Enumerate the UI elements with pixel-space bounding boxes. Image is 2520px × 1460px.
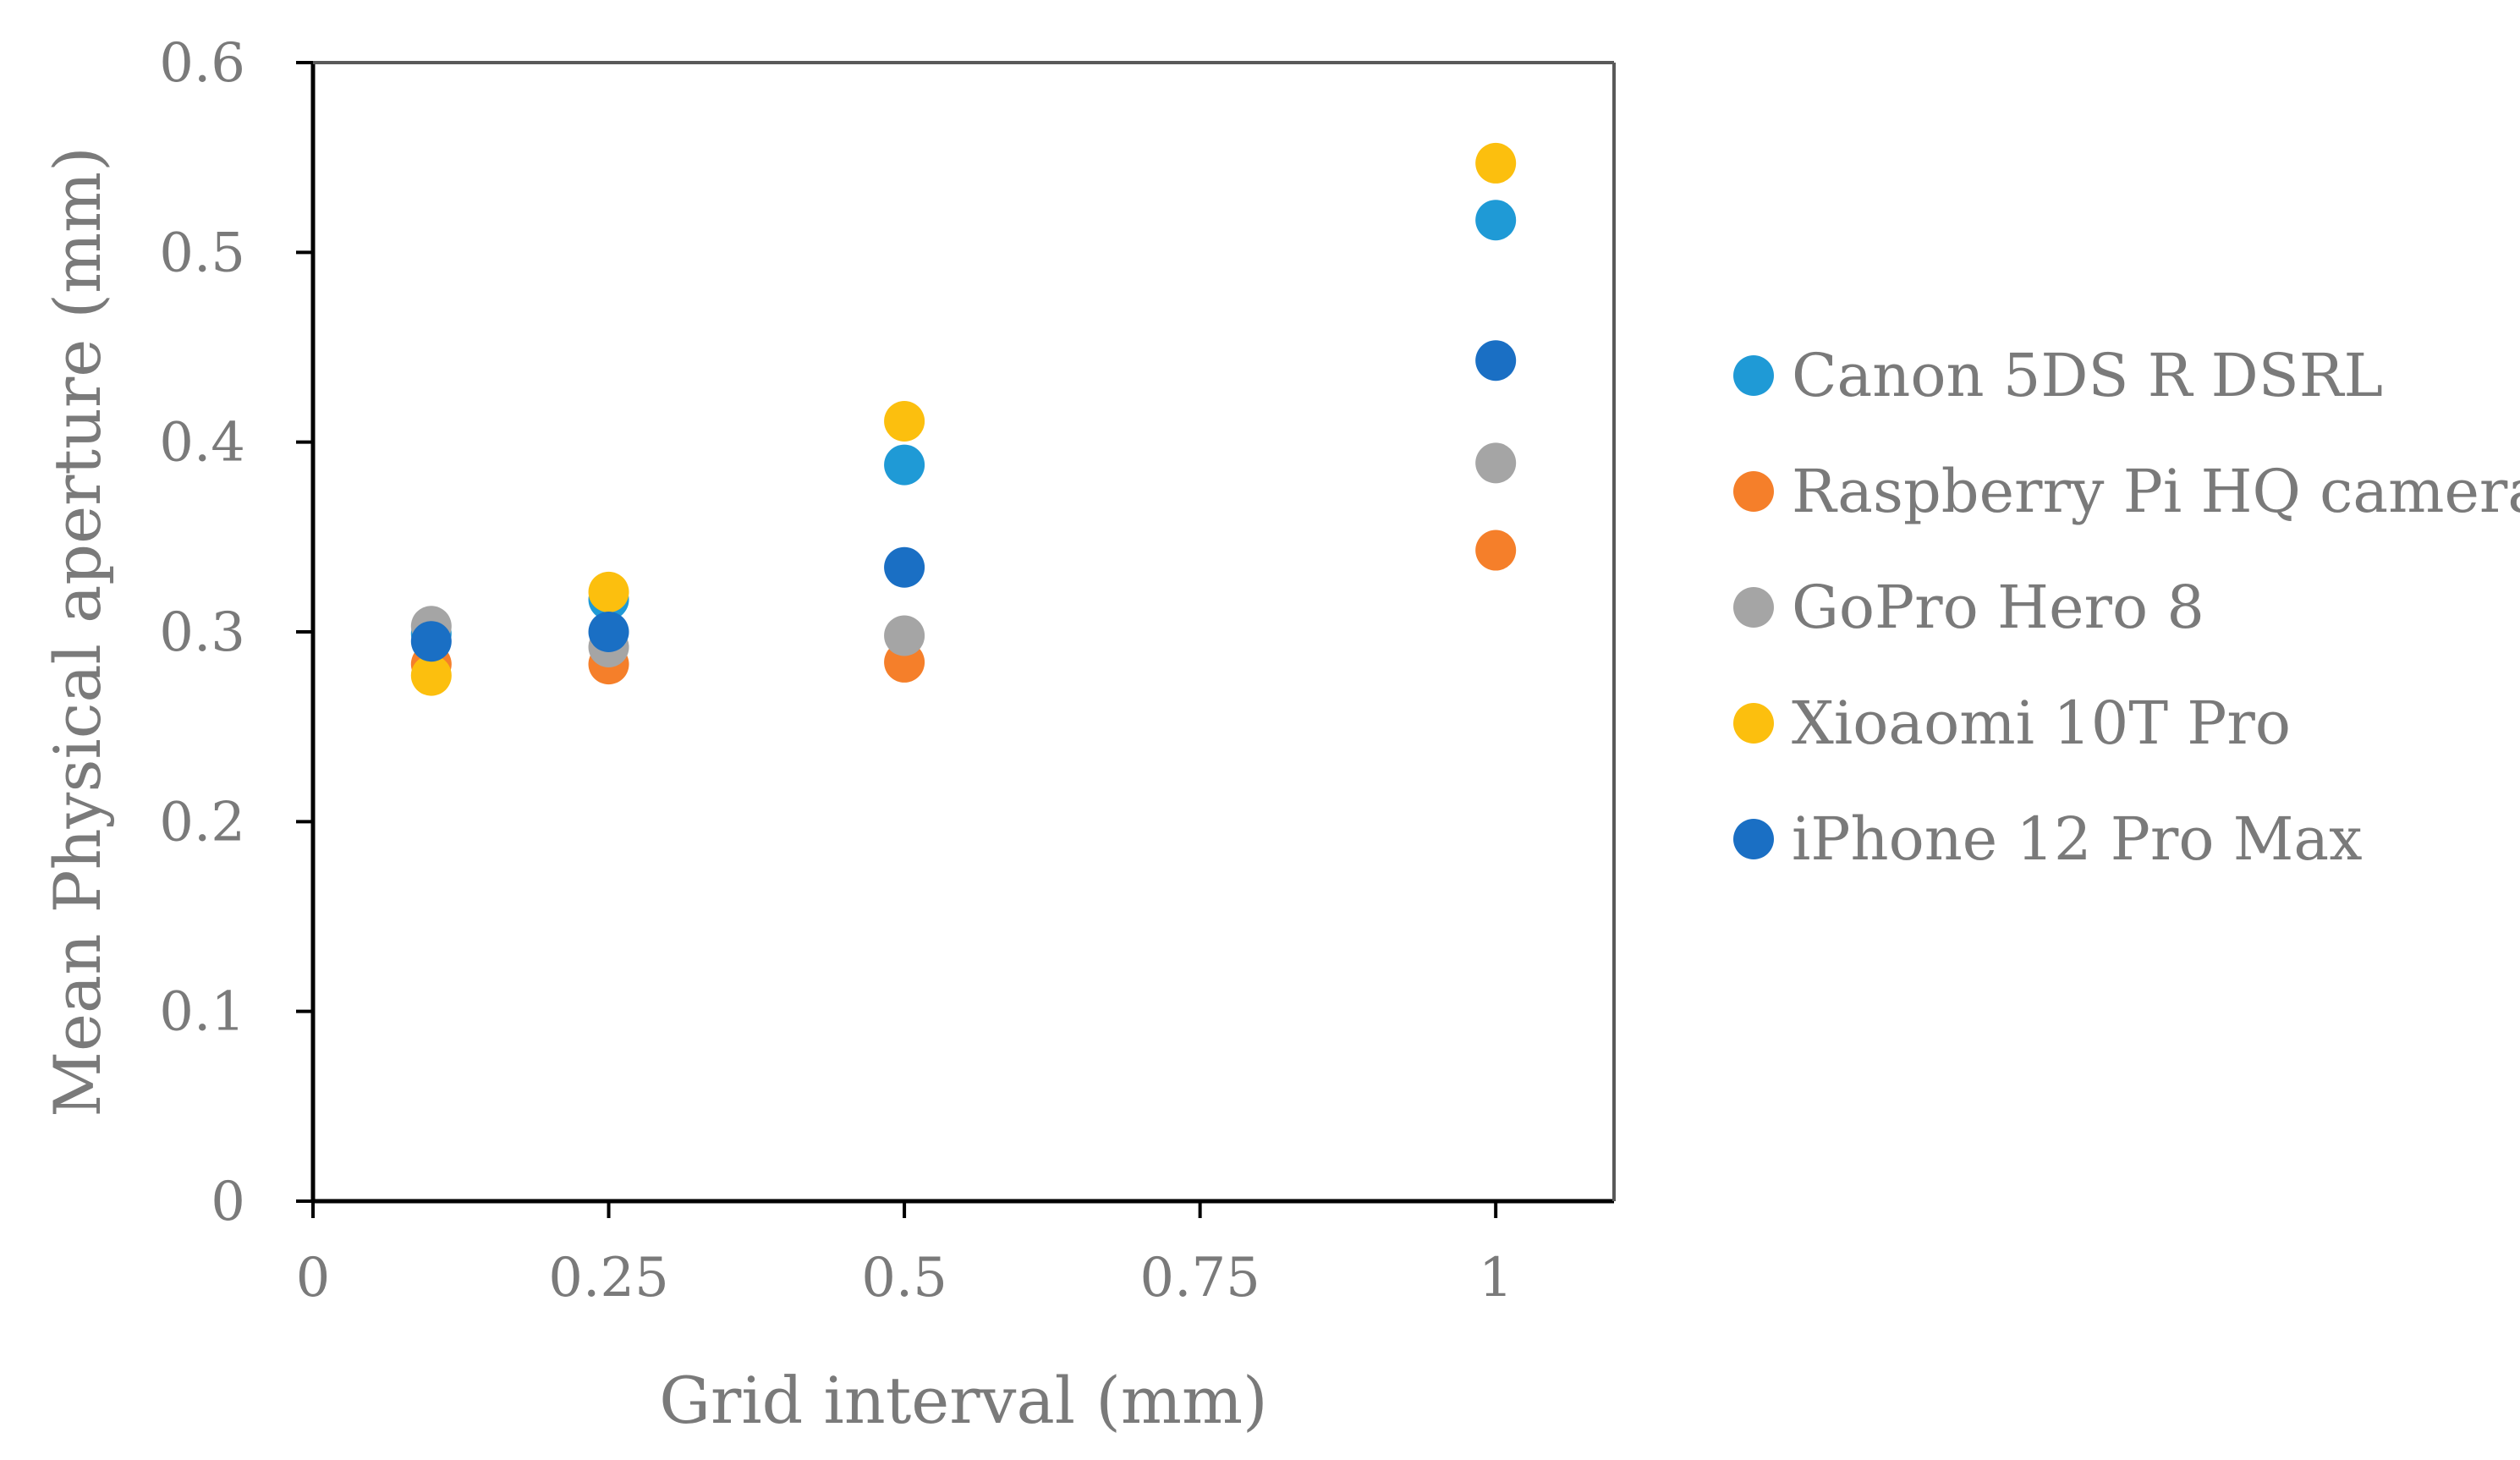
y-axis-title: Mean Physical aperture (mm) bbox=[40, 146, 115, 1117]
y-axis-ticks: 0 0.1 0.2 0.3 0.4 0.5 0.6 bbox=[159, 32, 313, 1233]
x-axis-ticks: 0 0.25 0.5 0.75 1 bbox=[296, 1201, 1513, 1309]
data-point bbox=[588, 612, 629, 652]
data-point bbox=[884, 615, 925, 656]
data-point bbox=[588, 571, 629, 612]
legend: Canon 5DS R DSRL Raspberry Pi HQ camera Go… bbox=[1733, 341, 2520, 874]
legend-label: iPhone 12 Pro Max bbox=[1792, 804, 2363, 874]
y-tick-label: 0 bbox=[211, 1171, 245, 1233]
data-point bbox=[1475, 442, 1517, 484]
data-point bbox=[410, 655, 452, 696]
data-point bbox=[884, 400, 925, 442]
data-point bbox=[884, 546, 925, 588]
x-tick-label: 0.25 bbox=[548, 1247, 669, 1309]
legend-marker bbox=[1733, 355, 1774, 396]
x-axis-title: Grid interval (mm) bbox=[659, 1363, 1267, 1438]
legend-label: Raspberry Pi HQ camera bbox=[1792, 457, 2520, 526]
plot-frame bbox=[310, 61, 1616, 1204]
data-point bbox=[1475, 530, 1517, 571]
x-tick-label: 0 bbox=[296, 1247, 331, 1309]
y-tick-label: 0.1 bbox=[159, 981, 245, 1044]
data-point bbox=[410, 621, 452, 662]
y-tick-label: 0.5 bbox=[159, 222, 245, 284]
data-point bbox=[1475, 142, 1517, 184]
y-tick-label: 0.6 bbox=[159, 32, 245, 95]
x-tick-label: 0.5 bbox=[861, 1247, 947, 1309]
legend-marker bbox=[1733, 819, 1774, 859]
legend-marker bbox=[1733, 471, 1774, 512]
legend-marker bbox=[1733, 703, 1774, 744]
data-points bbox=[410, 142, 1517, 696]
legend-label: Canon 5DS R DSRL bbox=[1792, 341, 2383, 410]
y-tick-label: 0.3 bbox=[159, 601, 245, 664]
y-tick-label: 0.2 bbox=[159, 791, 245, 853]
legend-label: Xioaomi 10T Pro bbox=[1792, 689, 2291, 758]
data-point bbox=[1475, 200, 1517, 241]
y-tick-label: 0.4 bbox=[159, 412, 245, 475]
data-point bbox=[1475, 340, 1517, 381]
x-tick-label: 1 bbox=[1479, 1247, 1513, 1309]
data-point bbox=[884, 444, 925, 486]
legend-label: GoPro Hero 8 bbox=[1792, 573, 2204, 642]
x-tick-label: 0.75 bbox=[1139, 1247, 1260, 1309]
legend-marker bbox=[1733, 587, 1774, 628]
